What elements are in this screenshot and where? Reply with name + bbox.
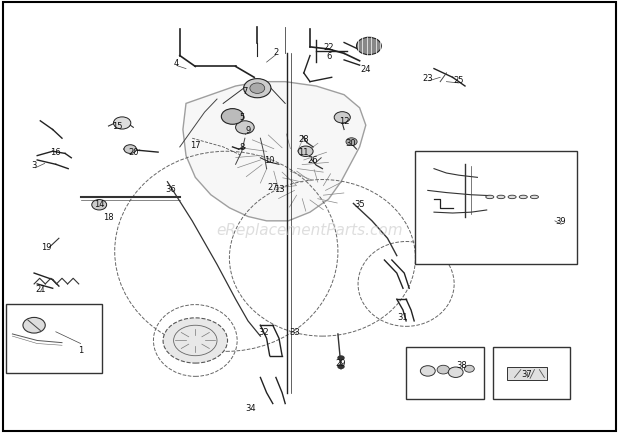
- Circle shape: [221, 109, 244, 125]
- Text: 3: 3: [32, 161, 37, 169]
- Circle shape: [92, 200, 107, 210]
- Text: 32: 32: [258, 328, 269, 336]
- Circle shape: [337, 364, 345, 369]
- Circle shape: [113, 118, 131, 130]
- Text: 35: 35: [354, 200, 365, 208]
- Text: 21: 21: [35, 284, 45, 293]
- Text: 13: 13: [273, 184, 285, 193]
- Text: 12: 12: [339, 117, 349, 126]
- Text: 7: 7: [242, 87, 247, 95]
- Text: 14: 14: [94, 200, 104, 208]
- Text: 15: 15: [113, 122, 123, 130]
- Circle shape: [420, 366, 435, 376]
- Circle shape: [298, 147, 313, 157]
- Ellipse shape: [497, 196, 505, 199]
- Text: 9: 9: [246, 126, 250, 135]
- Text: 4: 4: [174, 59, 179, 67]
- Text: 22: 22: [324, 43, 334, 52]
- Circle shape: [244, 79, 271, 99]
- Text: eReplacementParts.com: eReplacementParts.com: [216, 223, 404, 237]
- Text: 17: 17: [190, 141, 201, 150]
- Text: 6: 6: [326, 52, 331, 61]
- Circle shape: [23, 318, 45, 333]
- Text: 16: 16: [50, 148, 61, 156]
- Text: 34: 34: [246, 404, 257, 412]
- Ellipse shape: [486, 196, 494, 199]
- Ellipse shape: [508, 196, 516, 199]
- Text: 37: 37: [521, 369, 533, 378]
- Text: 24: 24: [361, 65, 371, 74]
- Text: 8: 8: [239, 143, 244, 152]
- Text: 38: 38: [456, 360, 467, 369]
- Circle shape: [448, 367, 463, 378]
- Text: 31: 31: [397, 312, 409, 321]
- Text: 18: 18: [103, 213, 114, 221]
- Bar: [507, 368, 547, 381]
- Text: 1: 1: [78, 345, 83, 354]
- Circle shape: [124, 145, 136, 154]
- Circle shape: [437, 365, 450, 374]
- Text: 26: 26: [308, 156, 319, 165]
- Circle shape: [236, 122, 254, 135]
- Circle shape: [163, 318, 228, 363]
- Text: 29: 29: [336, 358, 346, 367]
- Bar: [6, 304, 102, 373]
- Ellipse shape: [356, 38, 381, 56]
- Text: 28: 28: [298, 135, 309, 143]
- Circle shape: [334, 112, 350, 124]
- Text: 11: 11: [299, 148, 309, 156]
- Circle shape: [346, 138, 357, 146]
- Text: 2: 2: [273, 48, 278, 56]
- Text: 27: 27: [267, 182, 278, 191]
- Ellipse shape: [520, 196, 528, 199]
- Bar: [493, 347, 570, 399]
- Text: ⊂)─: ⊂)─: [25, 316, 43, 326]
- Text: 33: 33: [289, 328, 300, 336]
- Ellipse shape: [530, 196, 538, 199]
- Polygon shape: [183, 82, 366, 221]
- Text: 25: 25: [454, 76, 464, 85]
- Circle shape: [250, 84, 265, 94]
- Text: 19: 19: [42, 243, 51, 252]
- Bar: [406, 347, 484, 399]
- Text: 5: 5: [239, 113, 244, 122]
- Text: 39: 39: [556, 217, 567, 226]
- Circle shape: [464, 365, 474, 372]
- Text: 36: 36: [165, 184, 176, 193]
- Circle shape: [337, 355, 345, 361]
- Bar: [415, 152, 577, 265]
- Text: 23: 23: [422, 74, 433, 82]
- Text: 30: 30: [345, 139, 356, 148]
- Text: 10: 10: [265, 156, 275, 165]
- Text: 20: 20: [128, 148, 138, 156]
